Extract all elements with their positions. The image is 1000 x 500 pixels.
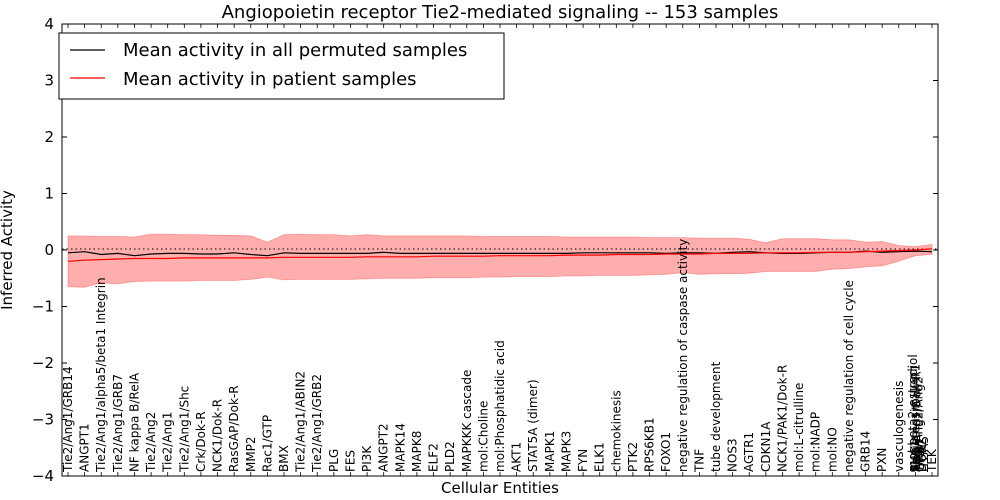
category-label: TNF [692,449,706,473]
category-label: tube development [709,361,723,472]
category-label: NF kappa B/RelA [128,372,142,472]
chart-title: Angiopoietin receptor Tie2-mediated sign… [222,2,779,23]
category-label: RasGAP/Dok-R [227,385,241,472]
legend: Mean activity in all permuted samples Me… [58,32,505,100]
category-label: GRB14 [859,431,873,472]
y-tick-label: −2 [32,354,54,372]
category-label-tail: mol:beta2-estradiol [906,354,920,472]
category-label: mol:Phosphatidic acid [493,340,507,472]
y-tick-label: 3 [44,72,54,90]
y-tick-label: −1 [32,298,54,316]
category-label: PLD2 [443,441,457,472]
category-label: NOS3 [726,438,740,472]
category-label: MAPKKK cascade [460,370,474,472]
y-tick-label: 4 [44,15,54,33]
category-label: MAPK14 [393,423,407,472]
category-label: RPS6KB1 [643,417,657,472]
category-label: BMX [277,445,291,472]
y-tick-label: 2 [44,128,54,146]
y-tick-label: 0 [44,241,54,259]
category-label: Tie2/Ang1/GRB7 [111,374,125,473]
category-label: mol:L-citrulline [792,383,806,472]
y-axis-label: Inferred Activity [0,190,16,310]
category-label: MAPK3 [560,431,574,472]
category-label-tail: GRB7 [913,438,927,472]
legend-box [58,32,505,100]
category-label: PXN [875,448,889,472]
category-label: Tie2/Ang1 [161,412,175,473]
category-label-tail: Tie2/Ang1/Dok-R [910,371,924,473]
category-label-tail: Tie2/Ang2/Ang2 [911,376,925,473]
category-label: Tie2/Ang1/alpha5/beta1 Integrin [94,277,108,473]
category-label: MMP2 [244,436,258,472]
series-line-patient [67,248,933,262]
category-label-tail: ITGA5 [917,436,931,472]
category-label: mol:NADP [809,412,823,472]
category-label: Rac1/GTP [260,415,274,472]
category-label: NCK1/Dok-R [211,399,225,472]
category-label: AGTR1 [742,432,756,472]
y-tick-label: 1 [44,185,54,203]
category-label: Crk/Dok-R [194,411,208,472]
category-label: Tie2/Ang1/GRB2 [310,374,324,473]
category-label: PI3K [360,445,374,472]
category-label: ELF2 [427,443,441,472]
category-label: FES [344,450,358,472]
category-label: Tie2/Ang2 [144,412,158,473]
category-label: MAPK8 [410,431,424,472]
category-label: Tie2/Ang1/GRB14 [61,366,75,473]
x-axis-label: Cellular Entities [441,479,559,497]
category-label: mol:NO [825,427,839,472]
category-label: NCK1/PAK1/Dok-R [776,365,790,472]
category-label-tail: DOK2 [915,438,929,472]
category-label: PLG [327,449,341,472]
category-label: negative regulation of cell cycle [842,280,856,472]
category-label: ANGPT1 [78,423,92,472]
legend-label-patient: Mean activity in patient samples [123,69,417,90]
category-label: PTK2 [626,442,640,472]
y-tick-label: −3 [32,411,54,429]
category-label: AKT1 [510,442,524,472]
category-label: TEK [925,448,939,473]
category-label: Tie2/Ang1/ABIN2 [294,371,308,473]
category-label: STAT5A (dimer) [526,379,540,472]
category-label: Angiotensin II/AT1 [908,364,922,472]
category-label: vasculogenesis [892,381,906,472]
band-area [67,233,933,288]
category-label: CDKN1A [759,421,773,472]
y-axis-ticks: −4 −3 −2 −1 0 1 2 3 4 [32,15,938,485]
category-label: chemokinesis [609,390,623,472]
category-label: negative regulation of caspase activity [676,239,690,472]
category-labels: Tie2/Ang1/GRB14 ANGPT1 Tie2/Ang1/alpha5/be… [61,239,939,473]
category-label: MAPK1 [543,431,557,472]
series-lines [67,248,933,262]
category-label: Tie2/Ang1/Shc [177,386,191,473]
category-label: ELK1 [593,442,607,472]
legend-label-permuted: Mean activity in all permuted samples [123,40,467,61]
y-tick-label: −4 [32,467,54,485]
patient-activity-band [67,233,933,288]
category-label: FYN [576,449,590,472]
category-label-tail: SHC1 [908,439,922,472]
x-axis-ticks [67,24,933,476]
category-label: mol:Choline [476,401,490,472]
category-label: FOXO1 [659,432,673,472]
category-label: ANGPT2 [377,423,391,472]
